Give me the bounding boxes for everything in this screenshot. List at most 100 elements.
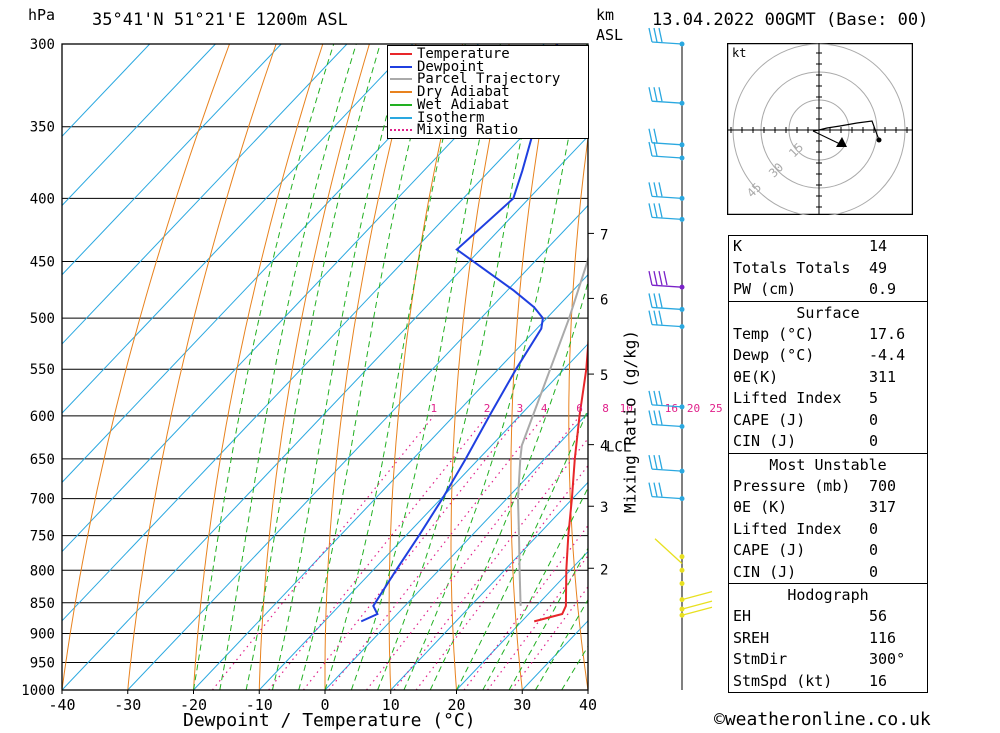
legend-label: Mixing Ratio [417, 122, 519, 139]
mixing-ratio-label: 16 [665, 402, 678, 415]
stats-label: CAPE (J) [733, 541, 806, 559]
legend-label: Dry Adiabat [417, 84, 510, 101]
temp-tick-label: -20 [180, 696, 207, 714]
stats-row: CAPE (J) 0 [729, 410, 927, 432]
stats-row: SREH 116 [729, 628, 927, 650]
plot-frame [61, 43, 589, 691]
wind-barb-flag [658, 310, 663, 325]
wet-adiabat [482, 486, 588, 690]
height-tick-label: 2 [600, 562, 608, 578]
temp-tick-label: 20 [447, 696, 465, 714]
pressure-tick-label: 850 [30, 596, 55, 612]
wind-barb [651, 155, 683, 159]
wind-barb-flag [653, 410, 658, 425]
stats-row: Lifted Index 5 [729, 388, 927, 410]
height-tick-label: 4 [600, 439, 608, 455]
pressure-tick-label: 1000 [21, 683, 55, 699]
wet-adiabat [350, 44, 501, 690]
stats-label: Dewp (°C) [733, 346, 815, 364]
wind-barb-flag [653, 390, 658, 406]
stats-value: 317 [869, 498, 897, 516]
dry-adiabat [324, 44, 417, 690]
wind-barb-flag [658, 203, 663, 218]
wet-adiabat [219, 44, 357, 690]
wind-dot [679, 306, 685, 312]
wind-barb-flag [663, 271, 668, 286]
mixing-ratio-axis-label: Mixing Ratio (g/kg) [620, 329, 640, 514]
stats-row: CIN (J) 0 [729, 562, 927, 584]
stats-value: 0 [869, 519, 879, 538]
stats-label: StmSpd (kt) [733, 671, 833, 690]
wind-barb [681, 600, 713, 610]
wind-dot [679, 581, 685, 587]
stats-label: Temp (°C) [733, 324, 815, 343]
legend-label: Wet Adiabat [417, 96, 510, 113]
dry-adiabat [258, 44, 370, 690]
wind-dot [679, 195, 685, 201]
wind-barb [651, 195, 683, 200]
hodograph-section-title: Hodograph [729, 583, 927, 606]
wind-barb [651, 404, 683, 408]
legend-item: Mixing Ratio [390, 122, 519, 139]
wind-barb [681, 606, 713, 616]
wind-dot [679, 100, 685, 106]
dry-adiabat [450, 44, 510, 690]
isotherm [62, 44, 216, 207]
temp-tick-label: -40 [48, 696, 75, 714]
stats-value: 16 [869, 671, 888, 690]
stats-label: SREH [733, 628, 770, 647]
height-tick-label: 7 [600, 227, 608, 243]
mixing-ratio-line [463, 524, 588, 690]
mixing-ratio-label: 6 [576, 402, 583, 415]
stats-value: 311 [869, 367, 897, 386]
isotherm [62, 66, 588, 622]
legend-label: Parcel Trajectory [417, 71, 561, 88]
wind-barb [651, 495, 683, 500]
wind-barb-flag [658, 271, 663, 286]
isotherm [456, 550, 588, 690]
stats-row: EH 56 [729, 606, 927, 628]
dry-adiabat [568, 134, 588, 690]
stats-value: 0 [869, 562, 879, 581]
temp-tick-label: -10 [246, 696, 273, 714]
dry-adiabat [929, 44, 1000, 690]
pressure-unit: hPa [28, 6, 56, 24]
stats-value: -4.4 [869, 346, 906, 364]
wind-barb [651, 100, 683, 104]
isotherm [62, 135, 588, 690]
stats-row: StmSpd (kt) 16 [729, 671, 927, 693]
wind-barb-flag [653, 203, 658, 218]
pressure-tick-label: 800 [30, 563, 55, 579]
stats-label: θE(K) [733, 367, 779, 386]
dry-adiabat [388, 44, 464, 690]
wind-barb-flag [648, 482, 653, 497]
wet-adiabat [456, 408, 588, 690]
legend-swatch [390, 103, 412, 106]
mixing-ratio-line [393, 437, 588, 690]
mixing-ratio-label: 8 [602, 402, 609, 415]
height-tick-label: 6 [600, 292, 608, 308]
temp-tick-label: 40 [579, 696, 597, 714]
legend: Temperature Dewpoint Parcel Trajectory Dry … [387, 45, 589, 139]
pressure-tick-label: 750 [30, 529, 55, 545]
isotherm [62, 44, 414, 414]
pressure-tick-label: 900 [30, 626, 55, 642]
stats-value: 700 [869, 476, 897, 495]
isotherm [390, 481, 588, 690]
wind-barb-flag [648, 182, 653, 197]
wind-barb-flag [648, 293, 653, 308]
stats-row: θE (K) 317 [729, 497, 927, 519]
hodograph-unit: kt [732, 46, 746, 60]
legend-swatch [390, 129, 412, 132]
legend-label: Isotherm [417, 109, 485, 126]
legend-label: Temperature [417, 46, 510, 62]
wind-barb-flag [653, 482, 658, 497]
mixing-ratio-label: 1 [430, 402, 437, 415]
legend-swatch [390, 116, 412, 119]
isotherm [62, 44, 151, 138]
storm-motion-marker [836, 137, 847, 147]
stats-label: StmDir [733, 650, 788, 668]
wind-barb-flag [653, 271, 658, 286]
